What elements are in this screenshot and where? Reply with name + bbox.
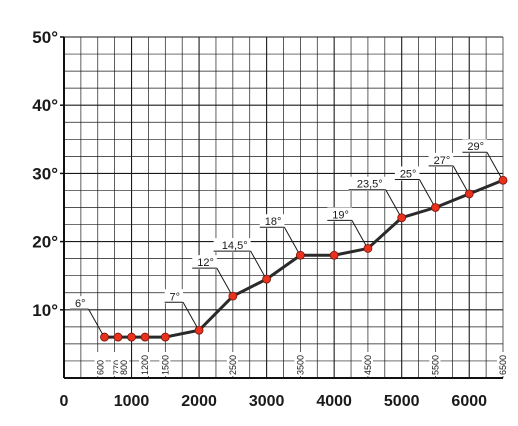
rotated-x-label: 770 <box>112 360 122 375</box>
rotated-label-bg <box>294 352 306 376</box>
rotated-label-bg <box>497 352 508 376</box>
annotation-bg <box>213 238 251 253</box>
data-point <box>363 244 373 253</box>
y-tick-labels: 10° 20° 30° 40° 50° <box>32 28 64 320</box>
data-point <box>329 250 339 260</box>
data-point <box>464 189 474 199</box>
x-tick-label: 5000 <box>384 393 420 410</box>
annotation-label: 27° <box>434 155 451 167</box>
annotation-label: 29° <box>467 141 484 153</box>
data-point <box>397 213 407 223</box>
annotation-leader <box>88 308 103 335</box>
y-tick-label: 30° <box>32 164 58 183</box>
rotated-label-bg <box>226 352 238 376</box>
data-point <box>140 332 150 342</box>
annotation-bg <box>259 214 285 229</box>
annotation-label: 19° <box>332 209 349 221</box>
annotation-leader <box>452 165 468 192</box>
annotation-leader <box>486 151 502 178</box>
annotation-bg <box>70 296 89 311</box>
axes <box>63 37 503 379</box>
rotated-x-label: 3500 <box>295 355 305 375</box>
y-tick-label: 40° <box>32 96 58 115</box>
annotation-bg <box>348 176 386 191</box>
x-tick-label: 3000 <box>249 393 285 410</box>
x-tick-label: 4000 <box>316 393 352 410</box>
y-tick-label: 50° <box>32 28 58 47</box>
rotated-label-bg <box>139 352 151 376</box>
rotated-label-bg <box>361 352 373 376</box>
series <box>100 175 508 342</box>
data-point <box>431 203 440 212</box>
y-tick-label: 20° <box>32 233 58 252</box>
annotation-leader <box>385 189 401 215</box>
data-point <box>100 332 109 342</box>
annotation-bg <box>192 255 217 270</box>
data-point <box>228 291 238 301</box>
annotations: 6° 7° 12° 14,5° 18° 19° 23,5° 25° 27° 29° <box>70 139 502 335</box>
rotated-x-label: 6500 <box>498 355 508 375</box>
annotation-label: 18° <box>265 216 282 228</box>
data-point <box>498 175 508 185</box>
rotated-x-label: 800 <box>119 360 129 375</box>
rotated-x-label: 600 <box>96 360 106 375</box>
x-tick-label: 0 <box>60 393 69 410</box>
rotated-x-label: 1500 <box>160 355 170 375</box>
annotation-label: 7° <box>170 291 181 303</box>
grid <box>63 36 504 379</box>
data-point <box>262 274 272 284</box>
rotated-x-label: 2500 <box>228 355 238 375</box>
annotation-bg <box>164 289 184 304</box>
annotation-leader <box>182 302 198 328</box>
rotated-label-bg <box>94 352 106 376</box>
y-tick-label: 10° <box>32 301 58 320</box>
rotated-label-bg <box>111 352 123 376</box>
x-tick-labels: 0 1000 2000 3000 4000 5000 6000 <box>60 393 488 410</box>
rotated-x-label: 1200 <box>140 355 150 375</box>
rotated-x-label: 5500 <box>430 355 440 375</box>
rotated-x-label: 4500 <box>363 355 373 375</box>
annotation-bg <box>327 207 352 222</box>
x-tick-label: 1000 <box>114 393 150 410</box>
rotated-label-bg <box>118 352 130 376</box>
data-point <box>127 332 136 342</box>
annotation-bg <box>394 166 420 181</box>
data-point <box>160 332 170 342</box>
annotation-label: 14,5° <box>222 240 248 252</box>
annotation-label: 25° <box>400 169 417 181</box>
data-point <box>113 332 123 342</box>
data-point <box>295 250 305 260</box>
annotation-bg <box>462 139 487 154</box>
rotated-label-bg <box>429 352 441 376</box>
annotation-label: 23,5° <box>357 179 383 191</box>
annotation-leader <box>419 179 434 205</box>
annotation-label: 6° <box>75 298 86 310</box>
annotation-leader <box>216 267 232 294</box>
x-tick-label: 2000 <box>181 393 217 410</box>
annotation-leader <box>351 220 367 246</box>
x-tick-label: 6000 <box>451 393 487 410</box>
annotation-bg <box>428 152 454 167</box>
data-point <box>194 325 204 335</box>
annotation-leader <box>250 250 266 277</box>
rotated-label-bg <box>159 352 171 376</box>
annotation-label: 12° <box>197 257 214 269</box>
annotation-leader <box>283 226 299 253</box>
